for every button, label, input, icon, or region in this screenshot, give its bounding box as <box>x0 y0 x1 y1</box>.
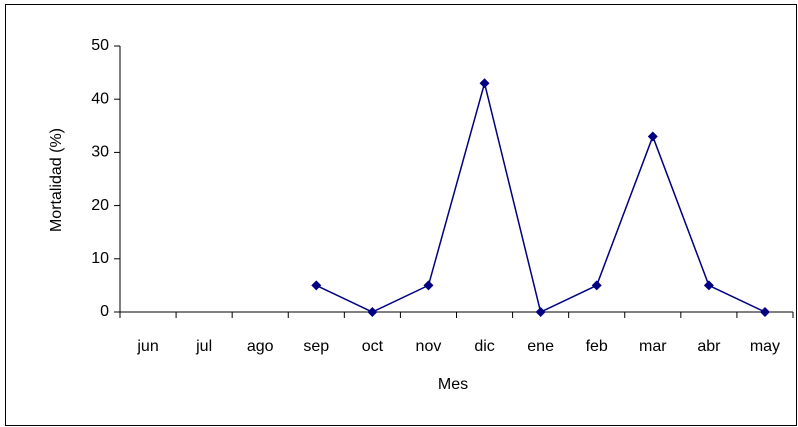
x-tick-label: mar <box>639 338 667 355</box>
x-tick-label: jul <box>195 338 212 355</box>
x-axis-label: Mes <box>438 376 468 393</box>
x-tick-label: nov <box>416 338 442 355</box>
data-line <box>315 80 766 314</box>
data-marker <box>535 307 546 317</box>
x-tick-label: jun <box>136 338 158 355</box>
y-tick-label: 40 <box>91 90 109 107</box>
x-tick-label: feb <box>586 338 608 355</box>
y-tick-label: 10 <box>91 250 109 267</box>
y-tick-label: 20 <box>91 197 109 214</box>
x-tick-label: oct <box>362 338 384 355</box>
chart-frame <box>5 4 797 426</box>
data-marker <box>647 131 658 142</box>
x-tick-label: ene <box>527 338 554 355</box>
data-marker <box>311 280 322 291</box>
data-marker <box>479 78 490 89</box>
y-tick-label: 30 <box>91 144 109 161</box>
x-tick-label: sep <box>303 338 329 355</box>
data-marker <box>703 280 714 291</box>
data-marker <box>367 307 378 317</box>
x-tick-label: abr <box>697 338 721 355</box>
x-tick-label: may <box>750 338 780 355</box>
x-tick-label: dic <box>474 338 494 355</box>
y-tick-label: 50 <box>91 37 109 54</box>
data-marker <box>591 280 602 291</box>
y-tick-label: 0 <box>100 303 109 320</box>
y-axis-label: Mortalidad (%) <box>48 128 65 232</box>
data-marker <box>759 307 770 317</box>
data-marker <box>423 280 434 291</box>
x-tick-label: ago <box>247 338 274 355</box>
